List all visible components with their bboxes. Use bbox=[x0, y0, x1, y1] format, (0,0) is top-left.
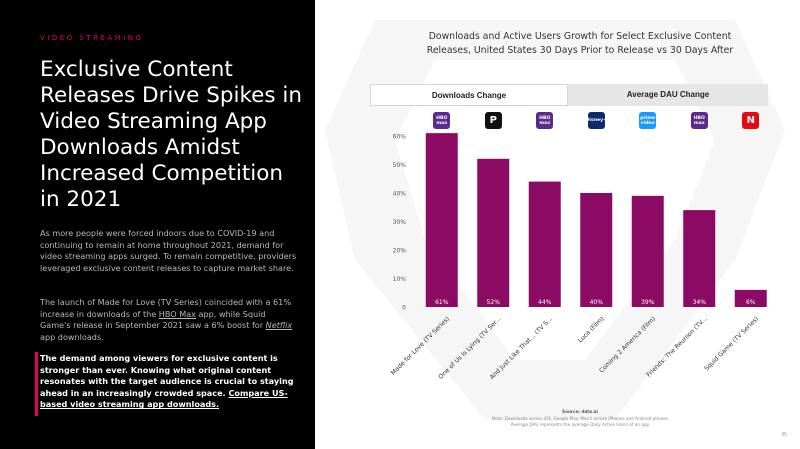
intro-paragraph: As more people were forced indoors due t… bbox=[40, 228, 297, 273]
bar-value-label: 44% bbox=[538, 299, 552, 306]
bar-value-label: 39% bbox=[641, 299, 655, 306]
logo-text: P bbox=[489, 114, 497, 126]
bar-value-label: 61% bbox=[435, 299, 449, 306]
x-category-label: Squid Game (TV Series) bbox=[703, 315, 760, 372]
bar[interactable] bbox=[528, 181, 561, 307]
launch-text-a: The launch of Made for Love (TV Series) … bbox=[40, 297, 292, 319]
bar-value-label: 6% bbox=[746, 299, 756, 306]
logo-text: HBO max bbox=[539, 115, 551, 126]
hbo-max-logo: HBO max bbox=[433, 112, 451, 129]
hbo-max-logo: HBO max bbox=[536, 112, 554, 129]
disney-plus-logo: Disney+ bbox=[585, 112, 607, 129]
x-category-label: Friends: The Reunion (TV... bbox=[645, 315, 708, 378]
bar-value-label: 40% bbox=[590, 299, 604, 306]
x-category-label: Made for Love (TV Series) bbox=[390, 315, 451, 376]
launch-text-c: app downloads. bbox=[40, 331, 104, 342]
y-tick-label: 10% bbox=[393, 276, 407, 283]
bar[interactable] bbox=[477, 158, 510, 307]
netflix-link[interactable]: Netflix bbox=[265, 320, 293, 331]
launch-paragraph: The launch of Made for Love (TV Series) … bbox=[40, 297, 298, 343]
bar[interactable] bbox=[734, 289, 767, 307]
chart-note-line-1: Note: Downloads across iOS, Google Play.… bbox=[492, 416, 668, 421]
y-tick-label: 50% bbox=[393, 162, 407, 169]
hbo-max-link[interactable]: HBO Max bbox=[158, 308, 196, 319]
logo-text: HBO max bbox=[693, 115, 705, 126]
logo-text: Disney+ bbox=[585, 118, 607, 123]
tab-downloads-change[interactable]: Downloads Change bbox=[370, 84, 568, 106]
x-category-label: Luca (Film) bbox=[577, 315, 606, 344]
callout-bar bbox=[35, 352, 38, 416]
logo-text: HBO max bbox=[436, 115, 448, 126]
peacock-logo: P bbox=[484, 112, 502, 129]
chart-tabs: Downloads Change Average DAU Change bbox=[370, 84, 768, 106]
chart-title: Downloads and Active Users Growth for Se… bbox=[426, 31, 734, 56]
launch-text-b: app, while Squid Game's release in Septe… bbox=[40, 308, 266, 331]
x-category-label: Coming 2 America (Film) bbox=[598, 315, 657, 374]
callout-text: The demand among viewers for exclusive c… bbox=[40, 353, 294, 398]
bar[interactable] bbox=[580, 193, 613, 307]
page-number: 35 bbox=[781, 432, 787, 438]
y-tick-label: 40% bbox=[393, 191, 407, 198]
tab-average-dau-change[interactable]: Average DAU Change bbox=[568, 84, 768, 106]
hbo-max-logo: HBO max bbox=[690, 112, 708, 129]
y-tick-label: 60% bbox=[393, 134, 407, 141]
chart-note-line-2: Average DAU represents the average Daily… bbox=[510, 422, 650, 427]
y-tick-label: 30% bbox=[393, 219, 407, 226]
netflix-logo: N bbox=[742, 112, 760, 129]
bar-value-label: 34% bbox=[693, 299, 707, 306]
bar[interactable] bbox=[683, 210, 716, 307]
logo-text: N bbox=[746, 114, 755, 126]
bar[interactable] bbox=[425, 133, 458, 307]
bar-value-label: 52% bbox=[487, 299, 501, 306]
y-tick-label: 20% bbox=[393, 248, 407, 255]
y-tick-label: 0 bbox=[402, 305, 406, 312]
logo-text: prime video bbox=[640, 115, 656, 126]
callout-paragraph: The demand among viewers for exclusive c… bbox=[40, 353, 300, 411]
bar[interactable] bbox=[631, 195, 664, 307]
section-eyebrow: VIDEO STREAMING bbox=[40, 34, 144, 42]
x-category-label: And Just Like That... (TV S... bbox=[489, 315, 555, 381]
chart-source: Source: data.ai bbox=[562, 409, 598, 414]
page-title: Exclusive Content Releases Drive Spikes … bbox=[40, 57, 303, 212]
compare-downloads-link[interactable]: Compare US-based video streaming app dow… bbox=[40, 387, 288, 410]
left-panel: VIDEO STREAMING Exclusive Content Releas… bbox=[0, 0, 315, 449]
prime-video-logo: prime video bbox=[639, 112, 657, 129]
